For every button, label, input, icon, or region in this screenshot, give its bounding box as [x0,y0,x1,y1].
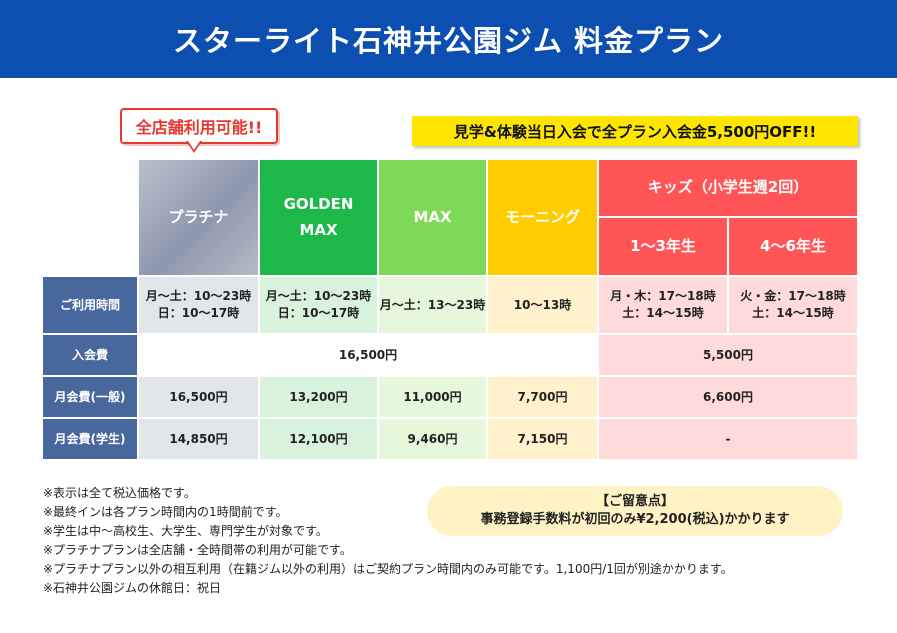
hours-platinum: 月〜土：10〜23時 日：10〜17時 [139,277,258,333]
entry-fee-kids: 5,500円 [599,335,857,375]
monthly-student-morning: 7,150円 [488,419,597,459]
entry-fee-kids-text: 5,500円 [703,347,753,362]
hours-morning: 10〜13時 [488,277,597,333]
monthly-student-morning-text: 7,150円 [517,431,568,446]
monthly-student-max: 9,460円 [379,419,486,459]
note-item: ※石神井公園ジムの休館日：祝日 [43,581,222,595]
notice-text: 事務登録手数料が初回のみ¥2,200(税込)かかります [480,512,790,527]
monthly-general-golden-max-text: 13,200円 [289,389,348,404]
all-stores-badge: 全店舗利用可能!! [120,108,278,144]
monthly-general-morning-text: 7,700円 [517,389,568,404]
entry-fee-adult: 16,500円 [139,335,597,375]
column-label-kids-4-6: 4〜6年生 [760,236,826,255]
hours-golden-max: 月〜土：10〜23時 日：10〜17時 [260,277,377,333]
column-header-kids-1-3: 1〜3年生 [599,218,727,275]
monthly-student-kids-text: - [725,431,731,446]
column-header-kids: キッズ（小学生週2回） [599,160,857,216]
column-label-max: MAX [413,207,452,226]
monthly-student-golden-max: 12,100円 [260,419,377,459]
row-header-entry-fee: 入会費 [43,335,137,375]
column-label-kids-1-3: 1〜3年生 [630,236,696,255]
hours-golden-max-text: 月〜土：10〜23時 日：10〜17時 [265,289,372,320]
column-header-golden-max: GOLDEN MAX [260,160,377,275]
row-label-monthly-student: 月会費(学生) [54,431,126,446]
page-header: スターライト石神井公園ジム 料金プラン [0,0,897,78]
column-header-morning: モーニング [488,160,597,275]
row-header-monthly-general: 月会費(一般) [43,377,137,417]
column-header-platinum: プラチナ [139,160,258,275]
hours-kids-1-3: 月・木：17〜18時 土：14〜15時 [599,277,727,333]
promo-banner: 見学&体験当日入会で全プラン入会金5,500円OFF!! [412,116,858,146]
note-item: ※最終インは各プラン時間内の1時間前です。 [43,505,288,519]
hours-kids-4-6: 火・金：17〜18時 土：14〜15時 [729,277,857,333]
monthly-student-golden-max-text: 12,100円 [289,431,348,446]
hours-morning-text: 10〜13時 [513,297,572,312]
monthly-student-kids: - [599,419,857,459]
column-label-morning: モーニング [504,207,580,226]
monthly-student-platinum: 14,850円 [139,419,258,459]
row-header-hours: ご利用時間 [43,277,137,333]
column-label-golden-max: GOLDEN MAX [283,195,354,239]
note-item: ※表示は全て税込価格です。 [43,486,196,500]
row-header-monthly-student: 月会費(学生) [43,419,137,459]
monthly-general-platinum-text: 16,500円 [169,389,228,404]
monthly-general-max-text: 11,000円 [403,389,462,404]
monthly-general-platinum: 16,500円 [139,377,258,417]
hours-platinum-text: 月〜土：10〜23時 日：10〜17時 [145,289,252,320]
column-header-max: MAX [379,160,486,275]
monthly-general-kids-text: 6,600円 [703,389,753,404]
column-label-platinum: プラチナ [168,207,229,226]
row-label-monthly-general: 月会費(一般) [54,389,126,404]
hours-max: 月〜土：13〜23時 [379,277,486,333]
monthly-general-max: 11,000円 [379,377,486,417]
page-title: スターライト石神井公園ジム 料金プラン [172,24,725,58]
badge-tail-inner [188,141,200,150]
column-header-kids-4-6: 4〜6年生 [729,218,857,275]
monthly-general-golden-max: 13,200円 [260,377,377,417]
hours-max-text: 月〜土：13〜23時 [379,297,486,312]
note-item: ※学生は中〜高校生、大学生、専門学生が対象です。 [43,524,328,538]
hours-kids-4-6-text: 火・金：17〜18時 土：14〜15時 [740,289,846,320]
row-label-entry-fee: 入会費 [71,347,108,362]
entry-fee-adult-text: 16,500円 [338,347,398,362]
column-label-kids: キッズ（小学生週2回） [647,178,809,197]
notice-title: 【ご留意点】 [595,494,674,509]
monthly-student-max-text: 9,460円 [407,431,458,446]
monthly-general-morning: 7,700円 [488,377,597,417]
note-item: ※プラチナプランは全店舗・全時間帯の利用が可能です。 [43,543,352,557]
notes-list: ※表示は全て税込価格です。 ※最終インは各プラン時間内の1時間前です。 ※学生は… [43,484,843,598]
hours-kids-1-3-text: 月・木：17〜18時 土：14〜15時 [610,289,716,320]
monthly-student-platinum-text: 14,850円 [169,431,228,446]
row-label-hours: ご利用時間 [59,297,120,312]
note-item: ※プラチナプラン以外の相互利用（在籍ジム以外の利用）はご契約プラン時間内のみ可能… [43,562,733,576]
notice-box: 【ご留意点】 事務登録手数料が初回のみ¥2,200(税込)かかります [427,486,843,536]
monthly-general-kids: 6,600円 [599,377,857,417]
